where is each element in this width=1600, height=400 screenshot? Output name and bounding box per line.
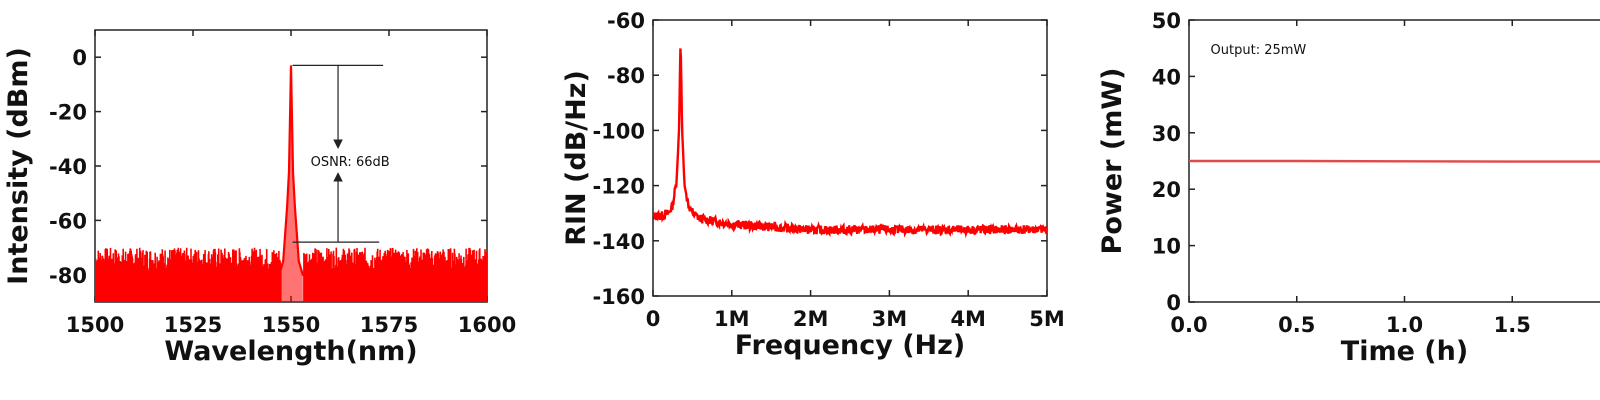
x-axis-label: Time (h) <box>1341 336 1468 367</box>
y-axis-label: Power (mW) <box>1097 68 1128 255</box>
x-axis-label: Frequency (Hz) <box>735 330 965 361</box>
carrier-peak <box>279 65 303 302</box>
y-tick-label: -80 <box>607 64 645 88</box>
y-tick-label: -120 <box>592 175 645 199</box>
y-axis-label: RIN (dB/Hz) <box>561 70 592 246</box>
x-tick-label: 4M <box>950 307 986 331</box>
x-tick-label: 1525 <box>164 313 222 337</box>
rin-trace <box>653 48 1047 239</box>
y-axis-label: Intensity (dBm) <box>3 47 34 285</box>
y-tick-label: 30 <box>1152 122 1181 146</box>
x-axis-label: Wavelength(nm) <box>164 336 417 367</box>
y-tick-label: -80 <box>49 264 87 288</box>
x-tick-label: 2M <box>793 307 829 331</box>
y-tick-label: -40 <box>49 155 87 179</box>
x-tick-label: 1575 <box>360 313 418 337</box>
y-tick-label: 20 <box>1152 178 1181 202</box>
x-tick-label: 1500 <box>66 313 124 337</box>
x-tick-label: 0 <box>646 307 661 331</box>
power-trace <box>1189 159 1600 163</box>
y-tick-label: -60 <box>607 9 645 33</box>
y-tick-label: -140 <box>592 230 645 254</box>
chart-panel-2: 0 1M 2M 3M 4M 5M -60 -80 -100 -120 -140 -160 Frequen… <box>561 9 1065 361</box>
y-tick-label: -60 <box>49 209 87 233</box>
x-tick-label: 1.5 <box>1494 313 1531 337</box>
x-tick-label: 0.0 <box>1170 313 1207 337</box>
y-tick-label: 50 <box>1152 9 1181 33</box>
osnr-annotation: OSNR: 66dB <box>311 155 390 170</box>
chart-panel-1: 1500 1525 1550 1575 1600 0 -20 -40 -60 -80 Wavelen… <box>3 29 516 367</box>
y-tick-label: 40 <box>1152 65 1181 89</box>
x-tick-label: 0.5 <box>1278 313 1315 337</box>
x-tick-label: 3M <box>872 307 908 331</box>
x-tick-label: 1M <box>714 307 750 331</box>
x-tick-label: 1550 <box>262 313 320 337</box>
chart-panel-3: 0.00.51.01.52.001020304050Time (h)Power … <box>1097 9 1600 367</box>
spectrum-trace <box>95 65 487 302</box>
y-tick-label: -20 <box>49 101 87 125</box>
x-tick-label: 5M <box>1029 307 1065 331</box>
y-tick-label: 10 <box>1152 235 1181 259</box>
y-tick-label: -100 <box>592 119 645 143</box>
y-tick-label: -160 <box>592 285 645 309</box>
x-tick-label: 1600 <box>458 313 516 337</box>
y-tick-label: 0 <box>1166 291 1181 315</box>
output-annotation: Output: 25mW <box>1211 43 1307 58</box>
y-tick-label: 0 <box>72 46 87 70</box>
noise-floor <box>95 247 487 302</box>
plot-frame <box>652 19 1048 297</box>
x-tick-label: 1.0 <box>1386 313 1423 337</box>
